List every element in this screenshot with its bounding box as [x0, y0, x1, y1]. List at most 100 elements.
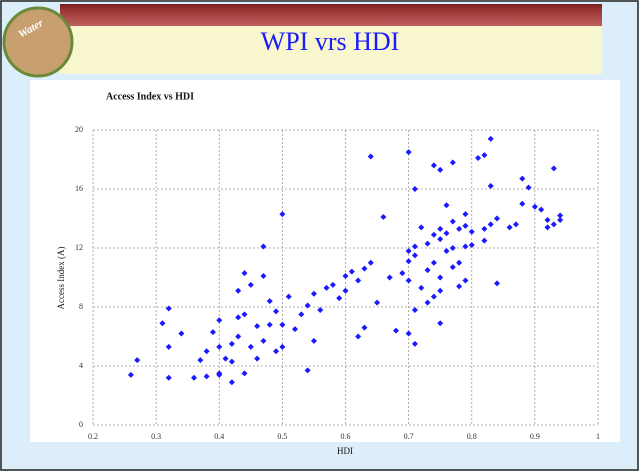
point	[298, 311, 305, 318]
point	[449, 264, 456, 271]
point	[323, 284, 330, 291]
x-tick-label: 0.2	[88, 432, 98, 441]
y-tick-label: 4	[79, 361, 83, 370]
point	[525, 184, 532, 191]
point	[456, 259, 463, 266]
point	[462, 211, 469, 218]
point	[430, 259, 437, 266]
point	[418, 224, 425, 231]
point	[424, 299, 431, 306]
point	[241, 370, 248, 377]
x-tick-label: 0.5	[277, 432, 287, 441]
point	[531, 203, 538, 210]
point	[494, 280, 500, 287]
point	[228, 358, 235, 365]
point	[443, 202, 450, 209]
chart-panel	[30, 80, 620, 442]
point	[342, 273, 349, 280]
x-tick-label: 1	[596, 432, 600, 441]
point	[355, 333, 362, 340]
point	[317, 306, 324, 313]
point	[254, 355, 261, 362]
point	[235, 333, 242, 340]
point	[380, 214, 387, 221]
point	[430, 231, 437, 238]
point	[462, 222, 469, 229]
point	[538, 206, 545, 213]
title-band	[60, 26, 602, 74]
point	[487, 221, 494, 228]
point	[374, 299, 381, 306]
point	[519, 200, 526, 207]
point	[279, 321, 286, 328]
y-tick-label: 16	[75, 184, 83, 193]
point	[544, 216, 551, 223]
point	[228, 340, 235, 347]
point	[203, 348, 210, 355]
point	[260, 337, 267, 344]
point	[557, 212, 564, 219]
x-tick-label: 0.6	[341, 432, 351, 441]
point	[216, 371, 223, 378]
x-axis-label: HDI	[337, 446, 353, 456]
point	[418, 284, 425, 291]
point	[361, 265, 368, 272]
point	[228, 379, 235, 386]
point	[437, 225, 444, 232]
point	[481, 225, 488, 232]
point	[304, 302, 311, 309]
point	[241, 311, 248, 318]
point	[424, 240, 431, 247]
point	[336, 295, 343, 302]
point	[127, 371, 134, 378]
point	[355, 277, 362, 284]
point	[437, 236, 444, 243]
point	[222, 355, 229, 362]
point	[304, 367, 311, 374]
point	[361, 324, 368, 331]
point	[481, 152, 488, 159]
point	[494, 215, 500, 222]
point	[393, 327, 399, 334]
point	[411, 340, 418, 347]
point	[279, 343, 286, 350]
x-tick-label: 0.4	[214, 432, 224, 441]
point	[310, 290, 317, 297]
point	[266, 298, 273, 305]
point	[273, 308, 280, 315]
point	[411, 243, 418, 250]
y-tick-label: 12	[75, 243, 83, 252]
point	[405, 258, 412, 265]
point	[411, 186, 418, 192]
x-tick-label: 0.3	[151, 432, 161, 441]
point	[456, 283, 463, 290]
point	[159, 320, 166, 327]
point	[191, 374, 197, 381]
x-tick-label: 0.8	[467, 432, 477, 441]
point	[462, 243, 469, 250]
y-axis-label: Access Index (A)	[56, 247, 66, 310]
point	[342, 287, 349, 294]
point	[165, 343, 172, 350]
point	[405, 247, 412, 254]
point	[481, 237, 488, 244]
point	[209, 329, 216, 336]
point	[449, 218, 456, 225]
logo	[2, 6, 74, 78]
point	[487, 135, 494, 142]
point	[235, 287, 242, 294]
x-tick-label: 0.9	[530, 432, 540, 441]
point	[411, 252, 418, 259]
point	[292, 326, 298, 333]
point	[348, 268, 355, 275]
point	[260, 273, 267, 280]
point	[475, 155, 482, 162]
point	[216, 317, 223, 324]
point	[411, 306, 418, 313]
point	[443, 230, 450, 237]
point	[266, 321, 273, 328]
point	[165, 305, 172, 312]
point	[367, 259, 374, 266]
